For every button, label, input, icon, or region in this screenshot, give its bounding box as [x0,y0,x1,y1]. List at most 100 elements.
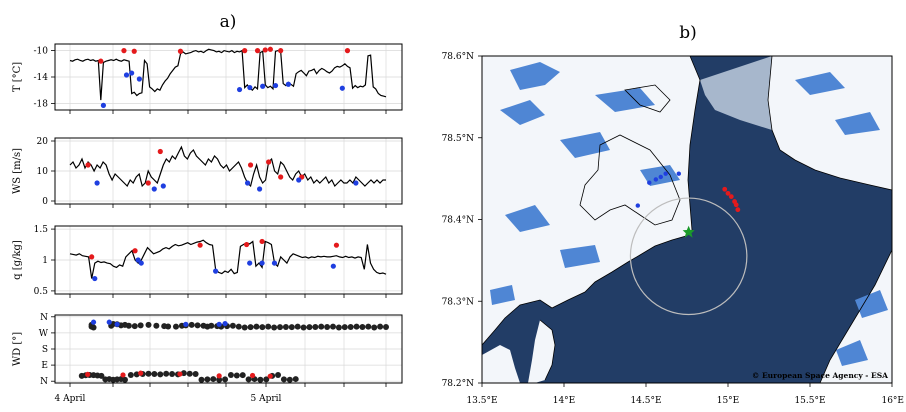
coastline [819,249,892,383]
map-point-red [735,207,741,213]
direction-point [347,323,354,330]
event-start-marker [259,238,265,245]
event-end-marker [244,180,251,186]
y-tick-label: 0.5 [34,287,49,297]
direction-point [292,376,299,383]
direction-point [318,323,325,330]
coastline [767,56,892,191]
event-end-marker [129,70,135,76]
series-line [69,239,387,279]
coastline [579,134,681,226]
satellite-map: 13.5°E 14°E 14.5°E 15°E 15.5°E 16°E 78.6°N 78.5… [442,52,904,406]
esa-credit: © European Space Agency - ESA [752,371,888,380]
event-end-marker [247,84,253,91]
map-x-tick-label: 16°E [881,396,904,406]
melt-patch [560,245,600,268]
event-start-marker [85,371,91,378]
event-start-marker [85,162,91,168]
direction-point [335,324,342,331]
y-tick-label: 10 [37,167,49,177]
event-end-marker [260,83,266,89]
y-tick-label: 1.5 [34,225,49,235]
direction-point [227,371,234,378]
station-star-icon [682,225,695,238]
event-start-marker [278,174,284,180]
direction-point [229,322,236,329]
subplot-frame [54,43,403,111]
event-start-marker [267,46,273,52]
direction-point [208,322,215,329]
x-tick-label: 5 April [251,394,282,404]
direction-point [286,376,293,383]
y-axis-label: T [°C] [12,62,23,92]
map-y-tick-label: 78.6°N [442,52,475,62]
map-point-blue [647,180,652,185]
event-start-marker [177,371,183,377]
y-tick-label: -18 [34,99,49,109]
y-axis-label: WS [m/s] [12,148,23,194]
peninsula-snow [528,320,555,383]
event-end-marker [100,102,106,108]
event-end-marker [259,260,265,266]
melt-patch [835,112,880,135]
direction-point [121,376,128,383]
event-end-marker [247,260,253,266]
direction-point [359,323,366,330]
y-tick-label: N [40,313,48,323]
humidity-subplot: 1.5 1 0.5 q [g/kg] [12,225,403,298]
coastline [624,84,671,113]
direction-point [131,323,138,330]
direction-point [282,323,289,330]
direction-point [257,376,264,383]
melt-patch [560,132,610,158]
direction-point [204,376,211,383]
melt-patch [836,340,868,366]
map-y-tick-label: 78.2°N [442,379,475,389]
event-start-marker [243,241,250,248]
direction-point [153,322,160,329]
direction-point [127,371,134,378]
direction-point [169,371,176,378]
direction-point [165,323,172,330]
y-tick-label: W [39,329,49,339]
series-line [69,145,386,188]
melt-patch [490,285,515,305]
map-y-tick-label: 78.5°N [442,134,475,144]
event-start-marker [254,48,261,54]
event-end-marker [123,72,130,78]
subplot-frame [54,225,403,295]
direction-point [137,322,144,329]
direction-point [222,376,229,383]
direction-point [241,324,248,331]
direction-point [259,324,266,331]
direction-point [275,371,282,378]
direction-point [341,324,348,331]
melt-patch [505,205,550,232]
direction-point [265,323,272,330]
direction-point [300,324,307,331]
panel-b-title: b) [679,23,697,43]
event-start-marker [138,370,144,376]
y-tick-label: 0 [42,197,48,207]
x-tick-label: 4 April [55,394,86,404]
map-x-tick-label: 13.5°E [466,396,497,406]
event-end-marker [160,183,166,189]
map-point-blue [663,171,668,176]
event-start-marker [131,48,137,54]
map-x-tick-label: 14.5°E [630,396,661,406]
direction-point [353,323,360,330]
sea-ice [700,56,772,130]
direction-point [188,321,195,328]
map-point-blue [635,203,640,208]
direction-point [186,370,193,377]
event-start-marker [157,148,163,155]
event-start-marker [120,372,126,378]
map-point-red [722,186,728,192]
direction-point [98,372,105,379]
event-end-marker [271,260,278,266]
temperature-subplot: -10 -14 -18 T [°C] [12,43,403,114]
event-end-marker [339,85,345,91]
direction-point [192,371,199,378]
